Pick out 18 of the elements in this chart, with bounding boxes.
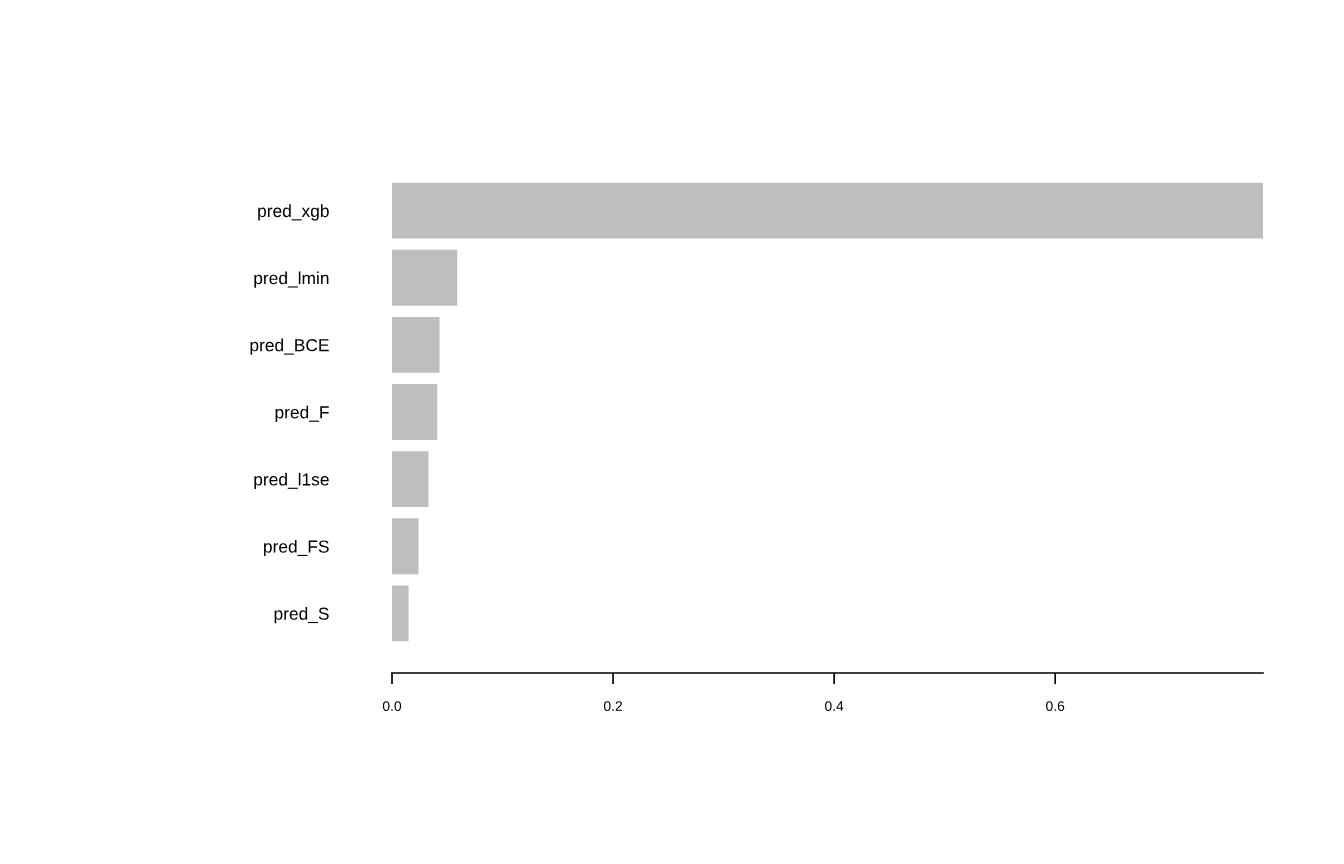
y-tick-label: pred_xgb (258, 204, 329, 221)
bar (392, 384, 438, 440)
bar (392, 585, 409, 642)
y-tick-label: pred_F (275, 405, 329, 422)
x-tick-label: 0.4 (825, 701, 844, 711)
y-tick-label: pred_l1se (254, 472, 329, 490)
bar (392, 518, 419, 575)
x-tick-label: 0.2 (603, 701, 623, 711)
bar (392, 249, 458, 306)
bar (392, 451, 429, 508)
x-tick-label: 0.0 (382, 701, 402, 711)
y-tick-label: pred_lmin (254, 271, 329, 288)
y-tick-label: pred_FS (264, 539, 329, 557)
x-tick-label: 0.6 (1046, 701, 1065, 711)
bar (392, 182, 1263, 239)
bar (392, 316, 440, 373)
y-tick-label: pred_BCE (250, 338, 329, 355)
y-tick-label: pred_S (274, 607, 329, 624)
